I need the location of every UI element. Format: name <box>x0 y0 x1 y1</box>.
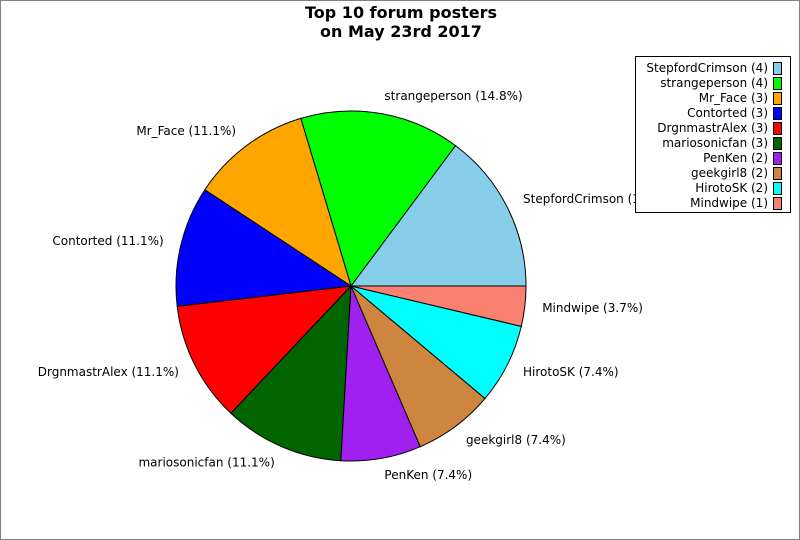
legend-label: StepfordCrimson (4) <box>646 61 768 75</box>
chart-title-line-1: Top 10 forum posters <box>305 3 497 22</box>
pie-slice-drgnmastralex <box>176 285 353 414</box>
legend-item-drgnmastralex: DrgnmastrAlex (3) <box>657 121 782 135</box>
slice-label-geekgirl8: geekgirl8 (7.4%) <box>466 433 566 447</box>
pie-slice-strangeperson <box>300 110 457 288</box>
slice-label-mindwipe: Mindwipe (3.7%) <box>542 301 643 315</box>
legend-item-mindwipe: Mindwipe (1) <box>690 196 782 210</box>
legend-swatch <box>773 196 782 210</box>
slice-label-drgnmastralex: DrgnmastrAlex (11.1%) <box>38 365 179 379</box>
legend-item-stepfordcrimson: StepfordCrimson (4) <box>646 61 782 75</box>
legend-item-mr-face: Mr_Face (3) <box>699 91 782 105</box>
legend-item-mariosonicfan: mariosonicfan (3) <box>662 136 782 150</box>
legend: StepfordCrimson (4) strangeperson (4) Mr_F… <box>635 56 791 213</box>
legend-swatch <box>773 121 782 135</box>
legend-swatch <box>773 181 782 195</box>
slice-label-penken: PenKen (7.4%) <box>384 468 472 482</box>
legend-label: mariosonicfan (3) <box>662 136 768 150</box>
slice-label-mariosonicfan: mariosonicfan (11.1%) <box>138 455 274 469</box>
legend-label: Mindwipe (1) <box>690 196 768 210</box>
chart-title-line-2: on May 23rd 2017 <box>320 22 482 41</box>
pie-slice-mr-face <box>204 117 352 288</box>
slice-label-contorted: Contorted (11.1%) <box>52 234 163 248</box>
legend-item-geekgirl8: geekgirl8 (2) <box>691 166 782 180</box>
pie-slice-mindwipe <box>350 285 527 327</box>
legend-swatch <box>773 91 782 105</box>
chart-title: Top 10 forum posters on May 23rd 2017 <box>1 3 799 41</box>
slice-label-mr-face: Mr_Face (11.1%) <box>136 124 236 138</box>
legend-swatch <box>773 136 782 150</box>
slice-label-hirotosk: HirotoSK (7.4%) <box>523 365 619 379</box>
legend-label: strangeperson (4) <box>660 76 768 90</box>
legend-swatch <box>773 166 782 180</box>
slice-label-strangeperson: strangeperson (14.8%) <box>384 89 522 103</box>
legend-item-strangeperson: strangeperson (4) <box>660 76 782 90</box>
pie-slice-contorted <box>175 189 353 307</box>
legend-swatch <box>773 106 782 120</box>
legend-label: Mr_Face (3) <box>698 91 768 105</box>
legend-swatch <box>773 151 782 165</box>
pie-slice-stepfordcrimson <box>350 144 527 287</box>
legend-label: Contorted (3) <box>687 106 768 120</box>
legend-label: DrgnmastrAlex (3) <box>657 121 768 135</box>
legend-swatch <box>773 61 782 75</box>
legend-item-penken: PenKen (2) <box>703 151 782 165</box>
legend-item-hirotosk: HirotoSK (2) <box>695 181 782 195</box>
legend-label: PenKen (2) <box>703 151 768 165</box>
legend-label: geekgirl8 (2) <box>691 166 768 180</box>
legend-item-contorted: Contorted (3) <box>687 106 782 120</box>
pie-slice-mariosonicfan <box>230 284 352 462</box>
legend-label: HirotoSK (2) <box>695 181 768 195</box>
legend-swatch <box>773 76 782 90</box>
